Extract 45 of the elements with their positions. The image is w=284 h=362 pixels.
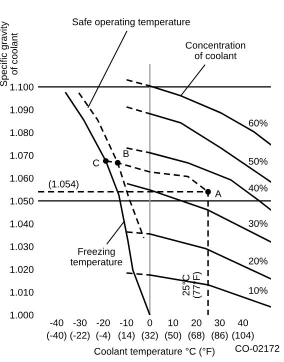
annotation: C — [93, 160, 100, 166]
series-label: 10% — [249, 287, 268, 294]
x-tick-label: -10 — [120, 319, 134, 326]
x2-tick-label: (86) — [212, 332, 228, 341]
annotation: A — [215, 190, 222, 198]
series-label: 30% — [248, 220, 268, 227]
annotation: (1.054) — [48, 180, 78, 190]
y-tick-label: 1.100 — [10, 84, 34, 90]
x2-tick-label: (104) — [232, 332, 254, 341]
x-tick-label: 20 — [191, 319, 202, 326]
y-tick-label: 1.030 — [10, 243, 34, 250]
x2-tick-label: (-4) — [96, 332, 110, 341]
series-label: 60% — [248, 120, 268, 127]
x-tick-label: 10 — [168, 319, 178, 326]
x-tick-label: 30 — [214, 319, 225, 326]
y-tick-label: 1.050 — [10, 198, 34, 205]
x2-tick-label: (-22) — [70, 332, 90, 341]
x2-tick-label: (68) — [188, 332, 204, 341]
annotation: B — [124, 150, 129, 158]
y-tick-label: 1.000 — [10, 312, 34, 319]
series-label: 50% — [248, 158, 268, 165]
series-label: 20% — [248, 258, 268, 264]
annotation: Freezing temperature — [70, 248, 122, 268]
x-tick-label: -40 — [50, 319, 64, 326]
y-tick-label: 1.010 — [10, 288, 34, 296]
x-tick-label: -20 — [96, 319, 110, 326]
x-axis-title: Coolant temperature °C (°F) — [94, 348, 215, 357]
text: CO-02172 — [235, 345, 280, 352]
series-label: 40% — [248, 184, 268, 192]
annotation: 25°C (77°F) — [182, 272, 202, 298]
x-tick-label: -30 — [73, 319, 87, 326]
y-tick-label: 1.070 — [10, 152, 34, 159]
y-tick-label: 1.020 — [10, 266, 34, 273]
x2-tick-label: (50) — [165, 332, 182, 341]
annotation: Concentration of coolant — [186, 42, 246, 60]
x2-tick-label: (14) — [118, 332, 135, 341]
y-tick-label: 1.090 — [10, 106, 34, 114]
annotation: Safe operating temperature — [72, 18, 190, 28]
y-tick-label: 1.080 — [10, 129, 34, 136]
x-tick-label: 0 — [148, 319, 152, 326]
y-tick-label: 1.040 — [10, 220, 34, 228]
x2-tick-label: (32) — [142, 332, 158, 341]
y-tick-label: 1.060 — [10, 174, 34, 182]
x-tick-label: 40 — [238, 319, 248, 326]
x2-tick-label: (-40) — [47, 332, 66, 341]
